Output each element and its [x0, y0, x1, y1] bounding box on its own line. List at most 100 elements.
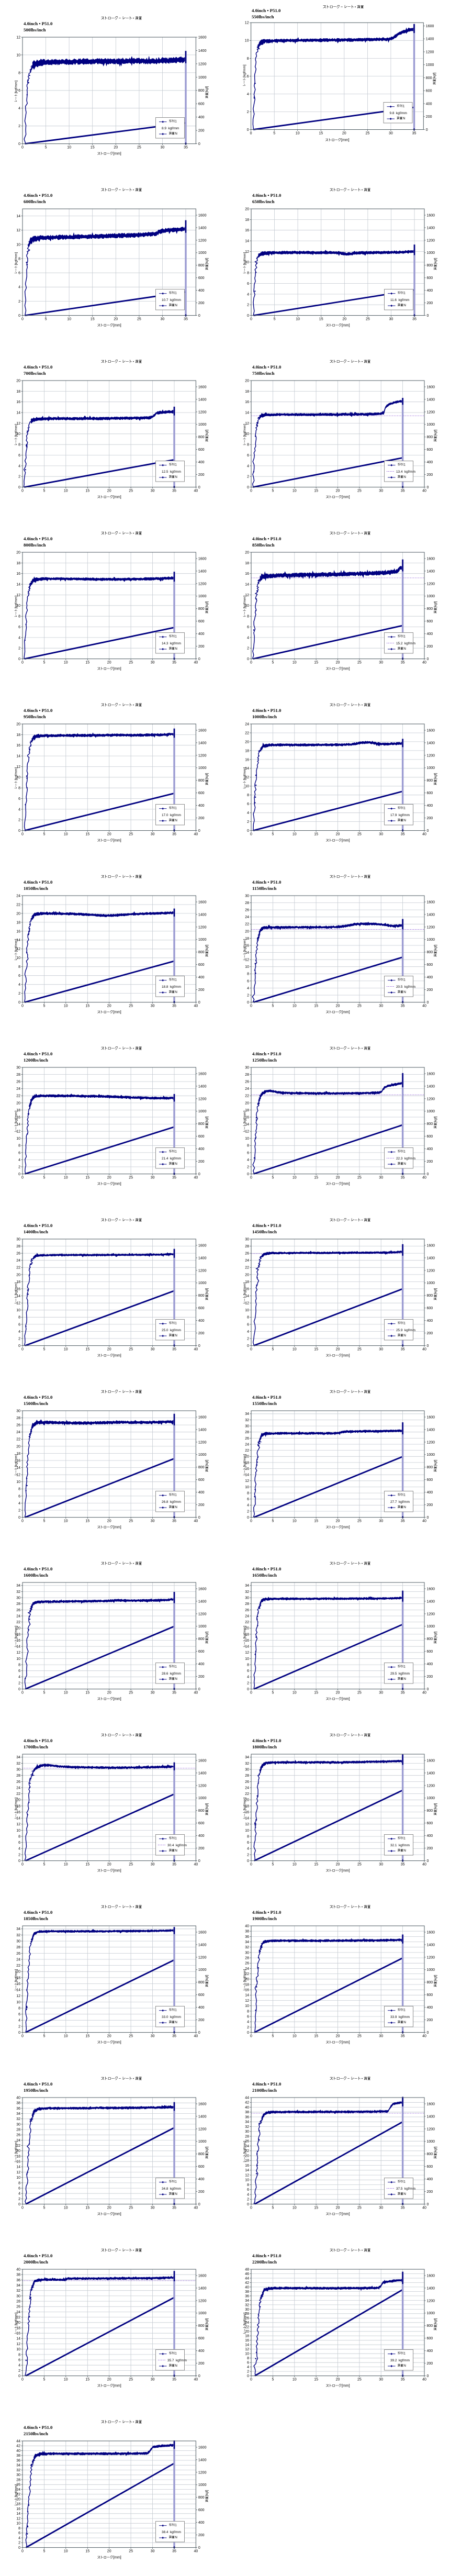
svg-text:16: 16	[245, 944, 249, 947]
svg-text:15: 15	[314, 1863, 318, 1867]
svg-text:1000: 1000	[426, 63, 434, 67]
svg-text:30: 30	[151, 833, 155, 837]
svg-text:30: 30	[245, 1425, 249, 1429]
svg-text:18: 18	[245, 2159, 249, 2163]
svg-text:0: 0	[427, 2031, 429, 2035]
svg-text:800: 800	[198, 264, 205, 267]
svg-text:15: 15	[85, 661, 89, 665]
svg-text:0: 0	[247, 1173, 249, 1176]
svg-text:18: 18	[245, 1109, 249, 1112]
svg-text:18: 18	[16, 1633, 20, 1636]
svg-text:35: 35	[401, 2378, 405, 2382]
svg-text:2: 2	[18, 125, 20, 128]
svg-text:22: 22	[16, 1438, 20, 1442]
svg-text:800: 800	[198, 89, 205, 93]
svg-text:12: 12	[245, 1479, 249, 1483]
svg-text:8: 8	[247, 2357, 249, 2360]
svg-text:0: 0	[21, 2378, 24, 2382]
svg-text:1200: 1200	[198, 1269, 207, 1273]
svg-text:1: 1	[403, 2009, 406, 2012]
svg-text:600: 600	[427, 276, 433, 280]
svg-text:40: 40	[422, 2035, 426, 2038]
svg-text:[mm]: [mm]	[113, 667, 121, 671]
svg-text:18: 18	[245, 390, 249, 394]
svg-text:1: 1	[175, 2180, 177, 2184]
svg-text:30: 30	[16, 2473, 20, 2477]
svg-text:12: 12	[245, 1823, 249, 1826]
svg-text:30: 30	[151, 661, 155, 665]
svg-text:14: 14	[245, 767, 249, 771]
svg-text:12: 12	[245, 594, 249, 597]
svg-text:8: 8	[247, 1664, 249, 1667]
svg-text:400: 400	[427, 289, 433, 293]
svg-text:18: 18	[16, 390, 20, 394]
svg-text:6: 6	[18, 1841, 20, 1845]
svg-text:30: 30	[16, 2123, 20, 2126]
svg-text:26: 26	[245, 909, 249, 912]
svg-text:[kgf]: [kgf]	[434, 601, 437, 607]
svg-text:30: 30	[245, 894, 249, 898]
svg-text:5: 5	[43, 2378, 45, 2382]
svg-text:15: 15	[85, 1691, 89, 1695]
svg-text:14: 14	[245, 1474, 249, 1477]
svg-text:25.9 kgf/mm: 25.9 kgf/mm	[396, 1329, 415, 1332]
svg-text:25: 25	[129, 2035, 133, 2038]
svg-text:5: 5	[43, 489, 45, 493]
svg-text:400: 400	[427, 2006, 433, 2010]
svg-text:600: 600	[427, 2165, 433, 2169]
svg-text:40: 40	[194, 2206, 198, 2210]
svg-text:0: 0	[21, 1176, 24, 1180]
svg-text:30: 30	[379, 2206, 383, 2210]
svg-text:22: 22	[245, 1972, 249, 1976]
svg-text:N: N	[175, 1162, 177, 1166]
svg-text:5: 5	[43, 2550, 45, 2553]
svg-text:1800lbs/inch: 1800lbs/inch	[252, 1744, 277, 1749]
svg-text:1600: 1600	[198, 1587, 207, 1591]
svg-text:600: 600	[427, 1478, 433, 1482]
svg-text:800: 800	[198, 607, 205, 611]
svg-text:1000: 1000	[198, 2483, 207, 2487]
svg-text:10: 10	[292, 1005, 297, 1008]
svg-text:20: 20	[245, 740, 249, 744]
svg-text:0: 0	[21, 1863, 24, 1867]
svg-text:6: 6	[18, 2187, 20, 2191]
svg-text:1200: 1200	[198, 1097, 207, 1101]
svg-text:16: 16	[16, 572, 20, 576]
svg-text:30: 30	[151, 2550, 155, 2553]
svg-text:27.7 kgf/mm: 27.7 kgf/mm	[390, 1500, 410, 1504]
svg-text:[kgf/mm]: [kgf/mm]	[14, 1626, 18, 1639]
svg-text:[mm]: [mm]	[341, 139, 350, 142]
svg-text:10: 10	[292, 1691, 297, 1695]
svg-text:32: 32	[16, 2289, 20, 2293]
svg-text:32: 32	[245, 1946, 249, 1949]
svg-text:2000lbs/inch: 2000lbs/inch	[24, 2259, 48, 2265]
svg-text:12: 12	[16, 1823, 20, 1826]
svg-text:24: 24	[245, 1967, 249, 1971]
svg-text:1000: 1000	[427, 938, 435, 942]
svg-text:30: 30	[151, 1520, 155, 1523]
svg-text:28: 28	[245, 901, 249, 905]
svg-text:26: 26	[245, 1962, 249, 1966]
svg-text:25: 25	[366, 132, 370, 136]
svg-text:40: 40	[422, 2206, 426, 2210]
svg-text:2100lbs/inch: 2100lbs/inch	[252, 2088, 277, 2093]
svg-text:1400: 1400	[427, 1428, 435, 1432]
svg-text:10: 10	[292, 661, 297, 665]
svg-text:600: 600	[198, 2165, 205, 2169]
svg-text:20: 20	[107, 2206, 111, 2210]
svg-text:40: 40	[194, 489, 198, 493]
svg-text:10: 10	[245, 2352, 249, 2356]
svg-text:1600: 1600	[198, 214, 207, 217]
svg-text:25: 25	[357, 661, 362, 665]
svg-text:800: 800	[427, 607, 433, 611]
svg-text:600: 600	[198, 1307, 205, 1310]
svg-text:40: 40	[16, 2096, 20, 2100]
svg-text:30: 30	[245, 1597, 249, 1600]
svg-text:4.0inch • P51.0: 4.0inch • P51.0	[252, 708, 282, 713]
svg-text:4.0inch • P51.0: 4.0inch • P51.0	[252, 1910, 282, 1915]
svg-text:20: 20	[245, 379, 249, 383]
svg-text:10: 10	[292, 2378, 297, 2382]
svg-text:0: 0	[427, 657, 429, 661]
svg-text:1000: 1000	[198, 1453, 207, 1457]
svg-text:2: 2	[18, 1337, 20, 1341]
